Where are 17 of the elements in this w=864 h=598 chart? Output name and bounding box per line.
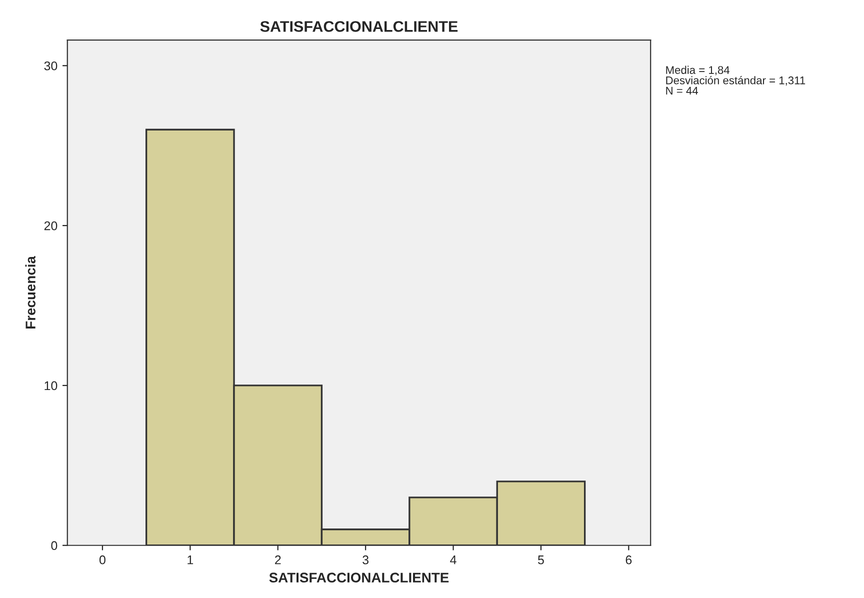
text: Media = 1,84 [666, 66, 730, 76]
chart-title: SATISFACCIONALCLIENTE [260, 21, 458, 32]
text: Desviación estándar = 1,311 [666, 76, 806, 86]
x-axis-title: SATISFACCIONALCLIENTE [269, 572, 449, 583]
text: N = 44 [666, 86, 698, 95]
y-tick-label: 20 [44, 221, 58, 230]
x-tick-label: 2 [275, 555, 281, 564]
y-tick-label: 30 [44, 61, 58, 70]
x-tick-label: 4 [450, 556, 456, 564]
x-tick-label: 5 [538, 556, 544, 564]
x-tick-label: 0 [99, 555, 106, 564]
x-tick-label: 3 [362, 555, 368, 564]
y-tick-label: 0 [51, 541, 58, 550]
x-tick-label: 6 [626, 555, 632, 564]
y-tick-label: 10 [44, 381, 58, 390]
x-tick-label: 1 [188, 556, 194, 564]
y-axis-title: Frecuencia [25, 256, 36, 328]
